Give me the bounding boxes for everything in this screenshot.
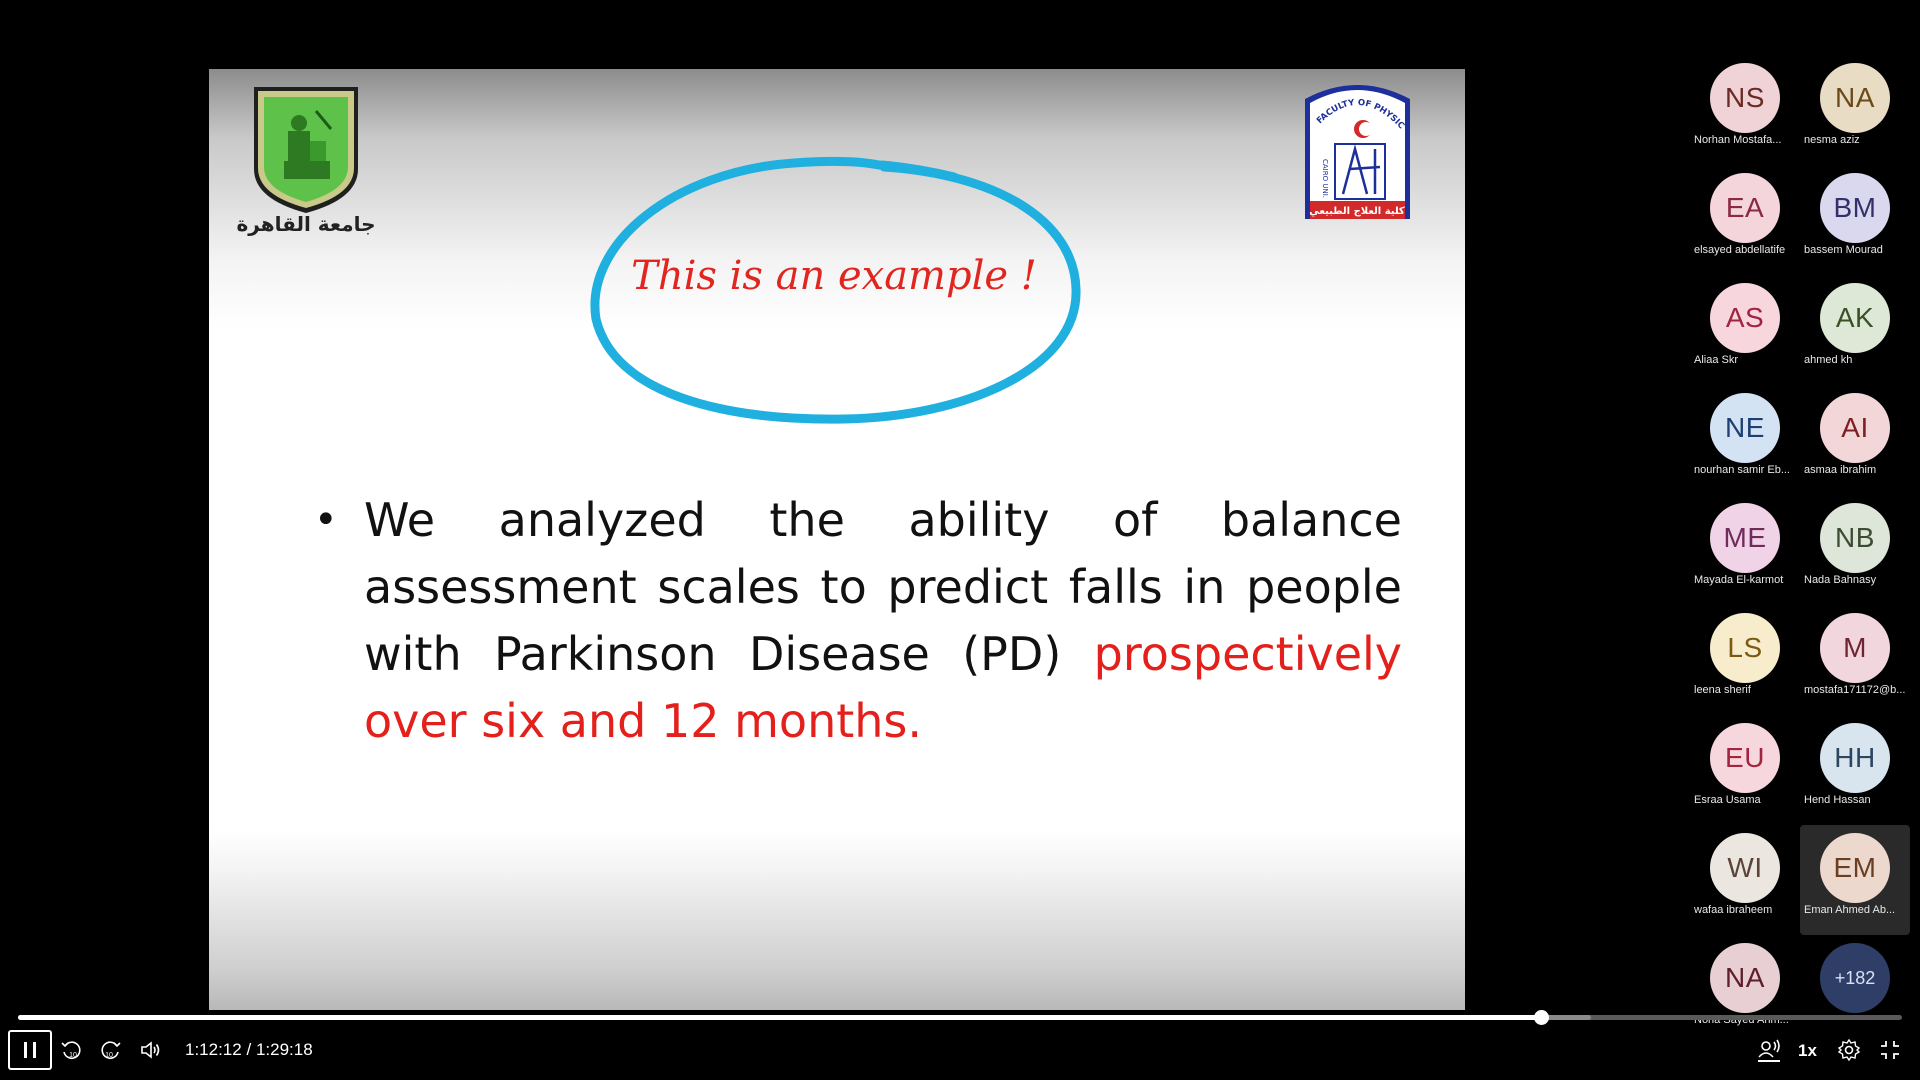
progress-bar[interactable] xyxy=(18,1010,1902,1025)
exit-fullscreen-icon xyxy=(1881,1041,1899,1059)
bullet-marker: • xyxy=(314,497,338,543)
participant-tile[interactable]: NB Nada Bahnasy xyxy=(1800,495,1910,605)
participants-panel: NS Norhan Mostafa... NA nesma aziz EA elsayed… xyxy=(1680,55,1920,1026)
participant-name: bassem Mourad xyxy=(1804,244,1883,256)
participant-avatar: ME xyxy=(1710,503,1780,573)
participant-tile[interactable]: ME Mayada El-karmot xyxy=(1690,495,1800,605)
participant-avatar: NE xyxy=(1710,393,1780,463)
participant-name: nesma aziz xyxy=(1804,134,1860,146)
volume-icon xyxy=(141,1041,160,1059)
participant-name: Nada Bahnasy xyxy=(1804,574,1877,586)
participant-tile[interactable]: EA elsayed abdellatife xyxy=(1690,165,1800,275)
participant-tile[interactable]: LS leena sherif xyxy=(1690,605,1800,715)
time-separator: / xyxy=(246,1040,252,1059)
settings-button[interactable] xyxy=(1834,1032,1864,1068)
participant-avatar: EM xyxy=(1820,833,1890,903)
participant-avatar: M xyxy=(1820,613,1890,683)
participant-tile[interactable]: EU Esraa Usama xyxy=(1690,715,1800,825)
participant-tile[interactable]: EM Eman Ahmed Ab... xyxy=(1800,825,1910,935)
volume-button[interactable] xyxy=(136,1032,166,1068)
participant-avatar: NB xyxy=(1820,503,1890,573)
svg-text:10: 10 xyxy=(105,1052,113,1059)
participant-tile[interactable]: AK ahmed kh xyxy=(1800,275,1910,385)
time-display: 1:12:12 / 1:29:18 xyxy=(185,1040,313,1060)
participant-name: mostafa171172@b... xyxy=(1804,684,1906,696)
participant-tile[interactable]: NA nesma aziz xyxy=(1800,55,1910,165)
logo-left-text: جامعة القاهرة xyxy=(236,212,375,236)
participant-tile[interactable]: NA Noha Sayed Ahm... xyxy=(1690,935,1800,1045)
cairo-university-logo: جامعة القاهرة xyxy=(236,87,376,236)
participant-name: leena sherif xyxy=(1694,684,1751,696)
logo-right-text-side: CAIRO UNI. xyxy=(1321,159,1329,198)
exit-fullscreen-button[interactable] xyxy=(1875,1032,1905,1068)
slide-content: جامعة القاهرة FACULTY OF PHYSICAL THERAP… xyxy=(209,69,1465,1010)
progress-fill xyxy=(18,1015,1542,1020)
participant-avatar: EU xyxy=(1710,723,1780,793)
participant-avatar: HH xyxy=(1820,723,1890,793)
faculty-physical-therapy-logo: FACULTY OF PHYSICAL THERAPY CAIRO UNI. ك… xyxy=(1295,79,1410,219)
participant-avatar: AK xyxy=(1820,283,1890,353)
participant-name: nourhan samir Eb... xyxy=(1694,464,1790,476)
bullet-text: We analyzed the ability of balance asses… xyxy=(364,493,1402,681)
rewind-10-button[interactable]: 10 xyxy=(56,1032,86,1068)
handwritten-note-bubble: This is an example ! xyxy=(590,156,1081,424)
bullet-highlight: prospectively over six and 12 months. xyxy=(364,627,1403,748)
duration: 1:29:18 xyxy=(255,1040,313,1059)
participant-avatar: AI xyxy=(1820,393,1890,463)
playback-speed-button[interactable]: 1x xyxy=(1798,1041,1817,1060)
forward-10-icon: 10 xyxy=(101,1041,121,1059)
participant-avatar: AS xyxy=(1710,283,1780,353)
participant-name: wafaa ibraheem xyxy=(1694,904,1773,916)
participant-tile[interactable]: AI asmaa ibrahim xyxy=(1800,385,1910,495)
participant-name: Eman Ahmed Ab... xyxy=(1804,904,1896,916)
svg-text:10: 10 xyxy=(69,1052,77,1059)
participant-name: elsayed abdellatife xyxy=(1694,244,1786,256)
participant-name: Esraa Usama xyxy=(1694,794,1761,806)
participant-tile[interactable]: BM bassem Mourad xyxy=(1800,165,1910,275)
current-time: 1:12:12 xyxy=(185,1040,242,1059)
participant-name: Aliaa Skr xyxy=(1694,354,1739,366)
participant-name: Mayada El-karmot xyxy=(1694,574,1784,586)
participant-tile[interactable]: HH Hend Hassan xyxy=(1800,715,1910,825)
participant-name: ahmed kh xyxy=(1804,354,1853,366)
participant-avatar: LS xyxy=(1710,613,1780,683)
bullet-paragraph: • We analyzed the ability of balance ass… xyxy=(314,487,1403,755)
rewind-10-icon: 10 xyxy=(61,1041,81,1059)
participant-avatar: NS xyxy=(1710,63,1780,133)
settings-icon xyxy=(1837,1038,1861,1062)
pause-button[interactable] xyxy=(8,1030,52,1070)
participant-avatar: NA xyxy=(1820,63,1890,133)
captions-button[interactable] xyxy=(1752,1032,1786,1068)
forward-10-button[interactable]: 10 xyxy=(96,1032,126,1068)
pause-icon xyxy=(24,1042,36,1058)
progress-handle[interactable] xyxy=(1534,1010,1550,1025)
participant-name: Hend Hassan xyxy=(1804,794,1871,806)
participant-tile[interactable]: AS Aliaa Skr xyxy=(1690,275,1800,385)
captions-icon xyxy=(1758,1039,1780,1062)
participant-name: asmaa ibrahim xyxy=(1804,464,1877,476)
participant-name: Norhan Mostafa... xyxy=(1694,134,1782,146)
participant-avatar: BM xyxy=(1820,173,1890,243)
participant-tile[interactable]: NE nourhan samir Eb... xyxy=(1690,385,1800,495)
participant-tile[interactable]: NS Norhan Mostafa... xyxy=(1690,55,1800,165)
more-participants-button[interactable]: +182 xyxy=(1820,943,1890,1013)
participant-avatar: NA xyxy=(1710,943,1780,1013)
participant-avatar: WI xyxy=(1710,833,1780,903)
logo-right-text-bottom: كلية العلاج الطبيعي xyxy=(1309,206,1405,217)
participant-tile[interactable]: WI wafaa ibraheem xyxy=(1690,825,1800,935)
handwritten-note-text: This is an example ! xyxy=(631,253,1037,299)
participant-avatar: EA xyxy=(1710,173,1780,243)
